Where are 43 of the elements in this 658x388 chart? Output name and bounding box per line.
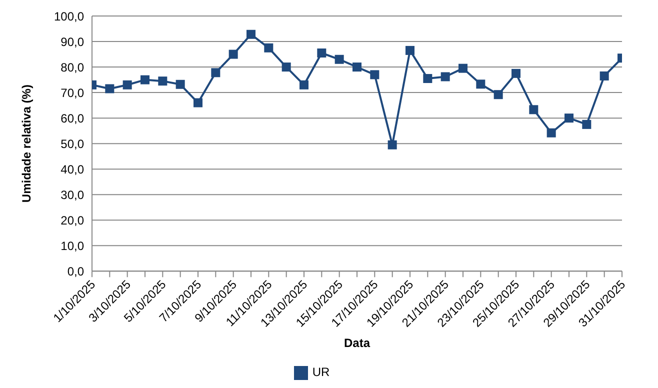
y-tick-label: 60,0 bbox=[60, 111, 84, 126]
point bbox=[194, 98, 202, 108]
point bbox=[458, 64, 468, 73]
point bbox=[317, 48, 326, 58]
point bbox=[406, 46, 414, 55]
point bbox=[122, 80, 132, 90]
point bbox=[423, 74, 432, 84]
y-tick-label: 30,0 bbox=[60, 188, 84, 202]
legend-label: UR bbox=[312, 365, 330, 380]
point bbox=[211, 68, 220, 78]
y-tick-label: 10,0 bbox=[60, 238, 84, 253]
point bbox=[282, 62, 291, 72]
point bbox=[440, 72, 450, 82]
point bbox=[582, 120, 592, 129]
point bbox=[158, 76, 168, 86]
y-tick-label: 80,0 bbox=[60, 60, 84, 74]
point bbox=[370, 70, 380, 80]
point bbox=[246, 30, 256, 39]
point bbox=[228, 50, 238, 59]
point bbox=[388, 140, 397, 150]
point bbox=[564, 114, 574, 123]
point bbox=[352, 62, 362, 72]
y-tick-label: 90,0 bbox=[60, 34, 84, 49]
y-tick-label: 40,0 bbox=[60, 162, 84, 176]
y-tick-label: 70,0 bbox=[60, 86, 84, 100]
y-tick-label: 50,0 bbox=[60, 136, 84, 151]
y-tick-label: 0,0 bbox=[67, 264, 84, 278]
y-tick-label: 100,0 bbox=[54, 9, 84, 24]
point bbox=[264, 43, 274, 52]
point bbox=[334, 54, 344, 64]
point bbox=[300, 80, 308, 90]
y-axis-title: Umidade relativa (%) bbox=[19, 84, 34, 203]
point bbox=[476, 80, 486, 89]
point bbox=[529, 105, 538, 114]
point bbox=[600, 71, 609, 80]
point bbox=[546, 128, 556, 138]
point bbox=[140, 75, 150, 84]
point bbox=[512, 68, 520, 78]
x-axis-title: Data bbox=[344, 336, 370, 350]
point bbox=[105, 84, 114, 94]
point bbox=[494, 90, 503, 100]
y-tick-label: 20,0 bbox=[60, 213, 84, 228]
point bbox=[176, 80, 185, 89]
